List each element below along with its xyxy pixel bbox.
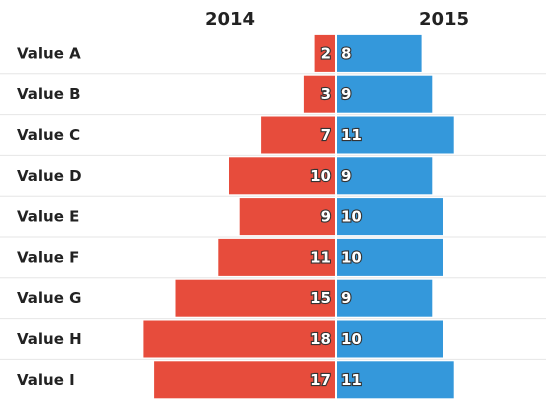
data-label-2015: 8 <box>341 44 351 62</box>
category-label: Value D <box>17 167 82 185</box>
bar-2014 <box>175 279 336 317</box>
data-label-2014: 9 <box>321 208 331 226</box>
data-label-2014: 10 <box>310 167 331 185</box>
bar-2015 <box>336 34 422 72</box>
category-label: Value G <box>17 289 81 307</box>
data-label-2015: 9 <box>341 167 351 185</box>
category-label: Value C <box>17 126 80 144</box>
bar-2014 <box>229 157 336 195</box>
data-label-2015: 9 <box>341 289 351 307</box>
bar-2015 <box>336 75 433 113</box>
bar-2015 <box>336 157 433 195</box>
series-title-right: 2015 <box>419 9 469 30</box>
series-title-left: 2014 <box>205 9 255 30</box>
bar-2015 <box>336 116 454 154</box>
category-label: Value H <box>17 330 82 348</box>
data-label-2014: 2 <box>321 44 331 62</box>
data-label-2015: 10 <box>341 330 362 348</box>
category-label: Value E <box>17 208 79 226</box>
data-label-2015: 11 <box>341 126 362 144</box>
data-label-2014: 17 <box>310 371 331 389</box>
bar-2015 <box>336 361 454 399</box>
data-label-2015: 10 <box>341 208 362 226</box>
bar-2015 <box>336 320 443 358</box>
bar-2014 <box>218 238 336 276</box>
bar-2015 <box>336 279 433 317</box>
bar-2014 <box>303 75 336 113</box>
category-label: Value B <box>17 85 81 103</box>
data-label-2014: 3 <box>321 85 331 103</box>
bar-2014 <box>261 116 336 154</box>
data-label-2015: 9 <box>341 85 351 103</box>
bar-2014 <box>239 198 336 236</box>
data-label-2015: 10 <box>341 248 362 266</box>
row-separators <box>0 73 546 360</box>
bars-2014: 2 3 7 10 9 11 15 18 17 <box>143 34 336 399</box>
category-label: Value F <box>17 248 79 266</box>
bars-2015: 8 9 11 9 10 10 9 10 11 <box>336 34 454 399</box>
bar-2014 <box>314 34 336 72</box>
bar-2015 <box>336 238 443 276</box>
bar-2014 <box>143 320 336 358</box>
bar-2014 <box>154 361 336 399</box>
data-label-2014: 18 <box>310 330 331 348</box>
category-label: Value A <box>17 44 81 62</box>
data-label-2014: 11 <box>310 248 331 266</box>
data-label-2014: 7 <box>321 126 331 144</box>
data-label-2015: 11 <box>341 371 362 389</box>
category-labels: Value A Value B Value C Value D Value E Value… <box>17 44 82 388</box>
bar-2015 <box>336 198 443 236</box>
category-label: Value I <box>17 371 75 389</box>
data-label-2014: 15 <box>310 289 331 307</box>
